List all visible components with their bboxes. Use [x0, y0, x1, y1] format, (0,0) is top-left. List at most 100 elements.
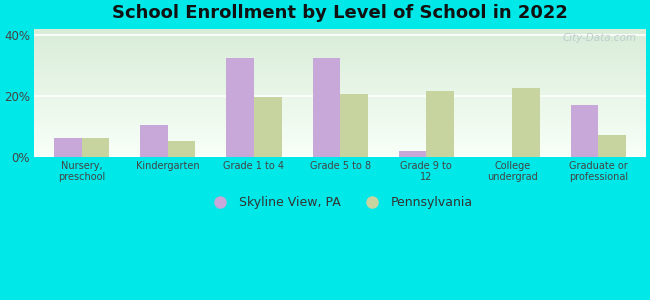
Bar	[34, 40, 646, 41]
Bar	[34, 82, 646, 83]
Bar	[34, 56, 646, 57]
Bar	[34, 155, 646, 156]
Bar	[34, 97, 646, 98]
Bar	[34, 54, 646, 55]
Bar	[34, 38, 646, 39]
Bar	[168, 141, 196, 157]
Bar	[34, 69, 646, 70]
Bar	[34, 42, 646, 43]
Bar	[34, 70, 646, 71]
Bar	[34, 49, 646, 50]
Bar	[34, 77, 646, 78]
Bar	[34, 94, 646, 95]
Bar	[34, 137, 646, 138]
Bar	[34, 68, 646, 69]
Bar	[34, 148, 646, 149]
Bar	[34, 44, 646, 45]
Bar	[34, 72, 646, 73]
Bar	[34, 108, 646, 109]
Bar	[34, 127, 646, 128]
Bar	[398, 151, 426, 157]
Bar	[34, 48, 646, 49]
Bar	[34, 153, 646, 154]
Bar	[34, 37, 646, 38]
Bar	[34, 87, 646, 88]
Bar	[34, 34, 646, 35]
Bar	[34, 45, 646, 46]
Bar	[34, 46, 646, 47]
Bar	[34, 152, 646, 153]
Bar	[34, 96, 646, 97]
Bar	[34, 41, 646, 42]
Bar	[313, 58, 340, 157]
Bar	[34, 60, 646, 61]
Bar	[34, 106, 646, 107]
Bar	[34, 74, 646, 75]
Bar	[34, 133, 646, 134]
Bar	[34, 95, 646, 96]
Bar	[34, 75, 646, 76]
Bar	[34, 35, 646, 36]
Bar	[34, 33, 646, 34]
Bar	[34, 120, 646, 121]
Bar	[34, 39, 646, 40]
Bar	[82, 138, 109, 157]
Bar	[34, 128, 646, 129]
Bar	[34, 121, 646, 122]
Bar	[34, 146, 646, 147]
Bar	[34, 125, 646, 126]
Bar	[34, 76, 646, 77]
Bar	[34, 130, 646, 131]
Bar	[34, 55, 646, 56]
Bar	[34, 139, 646, 140]
Bar	[254, 98, 281, 157]
Bar	[34, 64, 646, 65]
Bar	[34, 131, 646, 132]
Bar	[34, 58, 646, 59]
Text: City-Data.com: City-Data.com	[562, 33, 636, 43]
Bar	[34, 110, 646, 111]
Bar	[34, 142, 646, 143]
Bar	[34, 151, 646, 152]
Bar	[34, 98, 646, 99]
Bar	[34, 99, 646, 100]
Bar	[34, 156, 646, 157]
Bar	[34, 88, 646, 89]
Bar	[34, 104, 646, 105]
Title: School Enrollment by Level of School in 2022: School Enrollment by Level of School in …	[112, 4, 568, 22]
Bar	[34, 92, 646, 93]
Bar	[34, 138, 646, 139]
Bar	[34, 144, 646, 145]
Bar	[34, 36, 646, 37]
Bar	[34, 107, 646, 108]
Bar	[34, 119, 646, 120]
Bar	[34, 78, 646, 79]
Bar	[34, 135, 646, 136]
Bar	[34, 143, 646, 144]
Bar	[34, 141, 646, 142]
Bar	[34, 66, 646, 67]
Bar	[34, 102, 646, 103]
Bar	[34, 51, 646, 52]
Bar	[34, 103, 646, 104]
Bar	[34, 113, 646, 114]
Bar	[512, 88, 540, 157]
Bar	[34, 79, 646, 80]
Bar	[34, 73, 646, 74]
Bar	[34, 122, 646, 123]
Bar	[226, 58, 254, 157]
Bar	[340, 94, 368, 157]
Bar	[34, 61, 646, 62]
Bar	[34, 85, 646, 86]
Bar	[34, 115, 646, 116]
Bar	[140, 125, 168, 157]
Bar	[34, 105, 646, 106]
Bar	[34, 126, 646, 127]
Bar	[34, 140, 646, 141]
Bar	[34, 150, 646, 151]
Bar	[34, 134, 646, 135]
Bar	[34, 63, 646, 64]
Bar	[34, 71, 646, 72]
Bar	[34, 91, 646, 92]
Bar	[34, 100, 646, 101]
